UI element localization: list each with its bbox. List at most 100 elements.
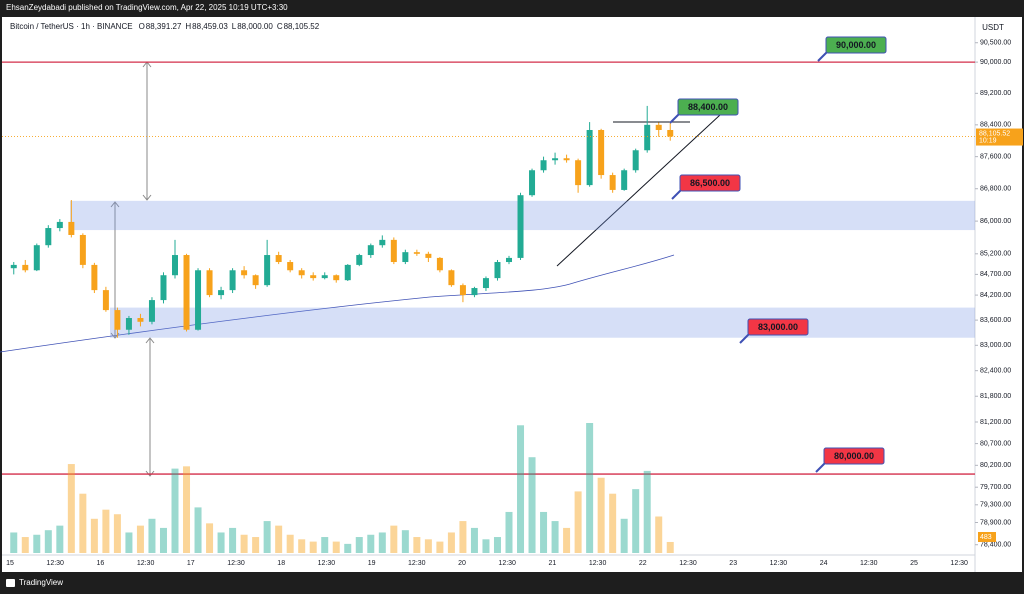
annotation-box [679, 174, 741, 192]
volume-bar [21, 537, 29, 553]
candle-body [125, 318, 132, 330]
candle-body [667, 129, 674, 137]
volume-bar [563, 527, 571, 553]
volume-bar [148, 518, 156, 553]
x-tick-label: 12:30 [408, 560, 426, 567]
candle-body [310, 275, 317, 279]
volume-bar [217, 532, 225, 553]
y-tick-label: 84,200.00 [980, 292, 1011, 299]
y-tick-label: 83,600.00 [980, 317, 1011, 324]
candle-body [45, 228, 52, 246]
candle-body [655, 124, 662, 130]
candle-body [160, 275, 167, 301]
candle-body [632, 150, 639, 171]
annotation-box [825, 36, 887, 54]
volume-bar [194, 507, 202, 553]
candle-body [114, 310, 121, 330]
x-tick-label: 25 [910, 560, 918, 567]
candle-body [56, 221, 63, 229]
volume-bar [79, 493, 87, 553]
annotation-text: 83,000.00 [758, 322, 798, 332]
ohlc-key: C [277, 22, 283, 31]
candle-body [229, 270, 236, 291]
volume-bar [56, 525, 64, 553]
candle-body [10, 264, 17, 269]
x-tick-label: 22 [639, 560, 647, 567]
y-tick-label: 83,000.00 [980, 342, 1011, 349]
y-tick-label: 85,200.00 [980, 251, 1011, 258]
volume-bar [609, 493, 617, 553]
volume-bar [136, 525, 144, 553]
candle-body [68, 221, 75, 235]
candle-body [22, 264, 29, 271]
ohlc-value: 88,000.00 [237, 22, 273, 31]
volume-bar [33, 534, 41, 553]
x-tick-label: 23 [729, 560, 737, 567]
candle-body [621, 170, 628, 190]
candle-body [494, 262, 501, 279]
y-tick-label: 81,800.00 [980, 393, 1011, 400]
candle-body [148, 300, 155, 322]
candle-body [506, 257, 512, 263]
price-badge-value: 88,105.52 [979, 130, 1010, 137]
volume-bar [574, 491, 582, 553]
volume-bar [10, 532, 18, 553]
price-badge [976, 128, 1023, 146]
volume-bar [183, 466, 191, 553]
x-tick-label: 21 [549, 560, 557, 567]
candle-body [356, 255, 363, 265]
candle-body [79, 234, 86, 265]
candle-body [33, 245, 40, 271]
candle-body [448, 270, 455, 286]
volume-bar [424, 539, 432, 553]
volume-bar [321, 537, 329, 553]
volume-bar [159, 527, 167, 553]
volume-bar [505, 511, 513, 553]
x-tick-label: 12:30 [950, 560, 968, 567]
volume-bar [309, 541, 317, 553]
x-tick-label: 24 [820, 560, 828, 567]
volume-bar [459, 521, 467, 553]
currency-label: USDT [982, 23, 1004, 32]
x-tick-label: 19 [368, 560, 376, 567]
annotation-box [747, 318, 809, 336]
volume-badge [978, 532, 996, 542]
y-tick-label: 87,600.00 [980, 153, 1011, 160]
moving-average [0, 254, 675, 353]
volume-bar [470, 527, 478, 553]
ohlc-value: 88,391.27 [146, 22, 182, 31]
y-tick-label: 80,200.00 [980, 462, 1011, 469]
y-tick-label: 78,400.00 [980, 542, 1011, 549]
volume-bar [436, 541, 444, 553]
annotation-text: 90,000.00 [836, 40, 876, 50]
x-tick-label: 20 [458, 560, 466, 567]
y-tick-label: 81,200.00 [980, 419, 1011, 426]
x-tick-label: 12:30 [318, 560, 336, 567]
ohlc-value: 88,459.03 [192, 22, 228, 31]
annotation-box [823, 447, 885, 465]
y-tick-label: 82,400.00 [980, 368, 1011, 375]
volume-bar [493, 537, 501, 553]
volume-bar [44, 530, 52, 553]
x-tick-label: 12:30 [860, 560, 878, 567]
candle-body [379, 239, 386, 246]
volume-bar [90, 518, 98, 553]
candle-body [172, 255, 178, 276]
ohlc-key: L [232, 22, 237, 31]
y-tick-label: 86,800.00 [980, 186, 1011, 193]
candle-body [195, 270, 202, 330]
x-tick-label: 16 [97, 560, 105, 567]
y-tick-label: 90,500.00 [980, 40, 1011, 47]
candle-body [609, 175, 616, 190]
volume-bar [632, 489, 640, 553]
candle-body [367, 245, 374, 256]
y-tick-label: 90,000.00 [980, 59, 1011, 66]
y-tick-label: 78,900.00 [980, 519, 1011, 526]
x-tick-label: 12:30 [137, 560, 155, 567]
x-tick-label: 12:30 [679, 560, 697, 567]
volume-bar [240, 534, 248, 553]
volume-bar [113, 514, 121, 553]
volume-bar [286, 534, 294, 553]
candle-body [575, 160, 582, 186]
ohlc-key: H [185, 22, 191, 31]
